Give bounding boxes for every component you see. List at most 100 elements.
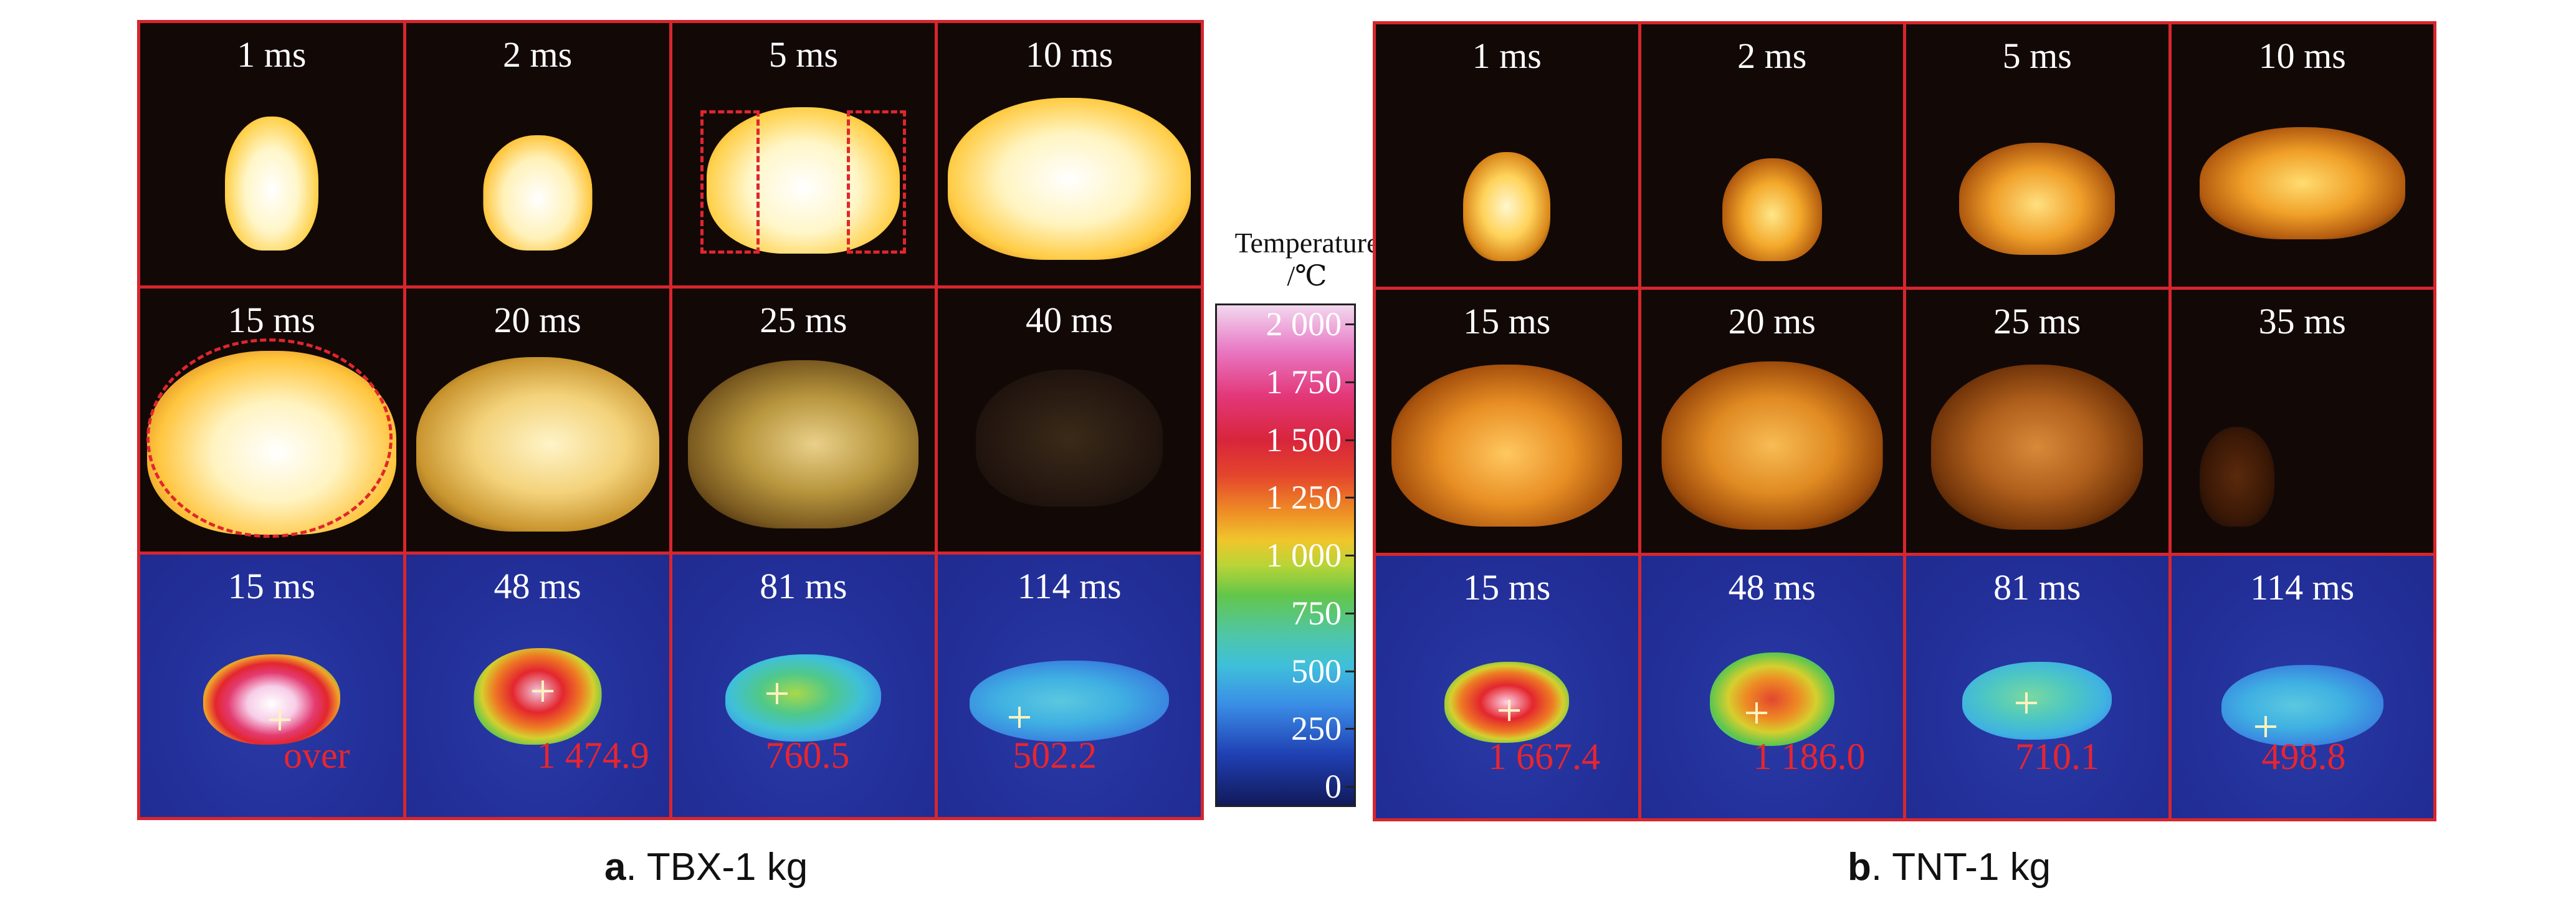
- caption-letter: a: [604, 846, 626, 889]
- max-temperature-label: 498.8: [2261, 735, 2346, 777]
- fireball-image: [224, 117, 318, 251]
- colorbar-tick-label: 1 750: [1266, 363, 1342, 401]
- tbx-frame-1: 1 ms: [140, 23, 403, 286]
- caption-a: a. TBX-1 kg: [604, 845, 808, 889]
- panel-a-grid: 1 ms 2 ms 5 ms 10 ms 15 ms 20 ms 25 ms 4…: [137, 20, 1204, 820]
- caption-letter: b: [1848, 846, 1871, 889]
- frame-time-label: 25 ms: [1993, 301, 2081, 342]
- panel-b-grid: 1 ms 2 ms 5 ms 10 ms 15 ms 20 ms 25 ms 3…: [1373, 21, 2436, 821]
- thermal-hotspot: [1962, 661, 2112, 740]
- measurement-crosshair-icon: [532, 680, 554, 702]
- fireball-image: [976, 370, 1163, 507]
- fireball-image: [948, 98, 1191, 260]
- frame-time-label: 5 ms: [768, 34, 838, 75]
- measurement-crosshair-icon: [1745, 702, 1767, 724]
- tnt-frame-20: 20 ms: [1641, 290, 1903, 553]
- colorbar-tick-label: 1 500: [1266, 421, 1342, 459]
- colorbar-tick-label: 2 000: [1266, 305, 1342, 343]
- fireball-image: [1391, 365, 1623, 527]
- fireball-image: [1959, 143, 2116, 255]
- tbx-frame-15: 15 ms: [140, 289, 403, 552]
- fireball-image: [2199, 427, 2274, 527]
- colorbar-title: Temperature /℃: [1200, 227, 1414, 293]
- tnt-thermal-15: 15 ms 1 667.4: [1376, 555, 1638, 818]
- frame-time-label: 40 ms: [1026, 300, 1114, 341]
- frame-time-label: 2 ms: [1737, 36, 1807, 76]
- colorbar-tick-mark: [1345, 786, 1354, 788]
- tbx-frame-5: 5 ms: [672, 23, 935, 286]
- tnt-frame-10: 10 ms: [2171, 24, 2433, 287]
- colorbar-tick-mark: [1345, 612, 1354, 614]
- fireball-image: [1722, 158, 1822, 261]
- frame-time-label: 114 ms: [2250, 566, 2355, 608]
- frame-time-label: 1 ms: [1472, 36, 1542, 76]
- tbx-frame-2: 2 ms: [406, 23, 669, 286]
- tnt-thermal-114: 114 ms 498.8: [2171, 555, 2433, 818]
- colorbar-tick-mark: [1345, 497, 1354, 499]
- max-temperature-label: 502.2: [1013, 734, 1097, 776]
- dashed-region-right: [846, 110, 906, 254]
- tnt-frame-2: 2 ms: [1641, 24, 1903, 287]
- frame-time-label: 48 ms: [494, 565, 581, 606]
- dashed-region-left: [700, 110, 760, 254]
- frame-time-label: 10 ms: [2258, 36, 2346, 76]
- max-temperature-label: 1 667.4: [1488, 735, 1600, 777]
- colorbar-tick-mark: [1345, 670, 1354, 672]
- frame-time-label: 25 ms: [760, 300, 847, 341]
- thermal-hotspot: [474, 647, 602, 745]
- frame-time-label: 5 ms: [2002, 36, 2072, 76]
- measurement-crosshair-icon: [766, 682, 788, 704]
- fireball-image: [1931, 365, 2144, 530]
- tbx-frame-40: 40 ms: [938, 289, 1201, 552]
- temperature-colorbar: 2 000 1 750 1 500 1 250 1 000 750 500 250 0: [1215, 303, 1356, 807]
- caption-b: b. TNT-1 kg: [1848, 845, 2051, 889]
- dashed-ellipse-region: [146, 338, 393, 538]
- thermal-hotspot: [203, 654, 340, 745]
- max-temperature-label: 1 186.0: [1753, 735, 1866, 777]
- tnt-frame-25: 25 ms: [1906, 290, 2168, 553]
- colorbar-tick-label: 1 250: [1266, 479, 1342, 517]
- fireball-image: [416, 357, 659, 532]
- frame-time-label: 48 ms: [1728, 566, 1816, 608]
- colorbar-tick-label: 750: [1291, 594, 1342, 632]
- frame-time-label: 20 ms: [494, 300, 581, 341]
- fireball-image: [688, 360, 919, 529]
- thermal-hotspot: [725, 654, 882, 742]
- frame-time-label: 1 ms: [237, 34, 307, 75]
- tbx-frame-10: 10 ms: [938, 23, 1201, 286]
- frame-time-label: 114 ms: [1017, 565, 1122, 606]
- colorbar-tick-label: 0: [1325, 768, 1342, 805]
- colorbar-title-line1: Temperature: [1234, 227, 1380, 259]
- max-temperature-label: 760.5: [765, 734, 850, 776]
- tbx-thermal-81: 81 ms 760.5: [672, 554, 935, 817]
- tnt-frame-35: 35 ms: [2171, 290, 2433, 553]
- thermal-hotspot: [1709, 652, 1834, 746]
- frame-time-label: 10 ms: [1026, 34, 1114, 75]
- fireball-image: [1661, 361, 1883, 530]
- max-temperature-label: 1 474.9: [537, 734, 649, 776]
- measurement-crosshair-icon: [2016, 692, 2038, 714]
- tbx-thermal-48: 48 ms 1 474.9: [406, 554, 669, 817]
- thermal-hotspot: [2221, 664, 2383, 746]
- fireball-image: [2199, 127, 2405, 239]
- frame-time-label: 81 ms: [1993, 566, 2081, 608]
- measurement-crosshair-icon: [1499, 700, 1520, 722]
- tnt-frame-5: 5 ms: [1906, 24, 2168, 287]
- max-temperature-label: over: [284, 734, 350, 776]
- colorbar-tick-mark: [1345, 728, 1354, 730]
- frame-time-label: 20 ms: [1728, 301, 1816, 342]
- colorbar-tick-mark: [1345, 381, 1354, 383]
- colorbar-tick-label: 500: [1291, 652, 1342, 690]
- tnt-frame-1: 1 ms: [1376, 24, 1638, 287]
- measurement-crosshair-icon: [269, 709, 290, 731]
- colorbar-tick-label: 1 000: [1266, 537, 1342, 574]
- tnt-frame-15: 15 ms: [1376, 290, 1638, 553]
- frame-time-label: 35 ms: [2258, 301, 2346, 342]
- tbx-frame-25: 25 ms: [672, 289, 935, 552]
- caption-text: . TBX-1 kg: [626, 846, 808, 889]
- thermal-hotspot: [1444, 661, 1570, 743]
- max-temperature-label: 710.1: [2015, 735, 2099, 777]
- colorbar-tick-mark: [1345, 323, 1354, 325]
- caption-text: . TNT-1 kg: [1871, 846, 2051, 889]
- colorbar-tick-mark: [1345, 555, 1354, 556]
